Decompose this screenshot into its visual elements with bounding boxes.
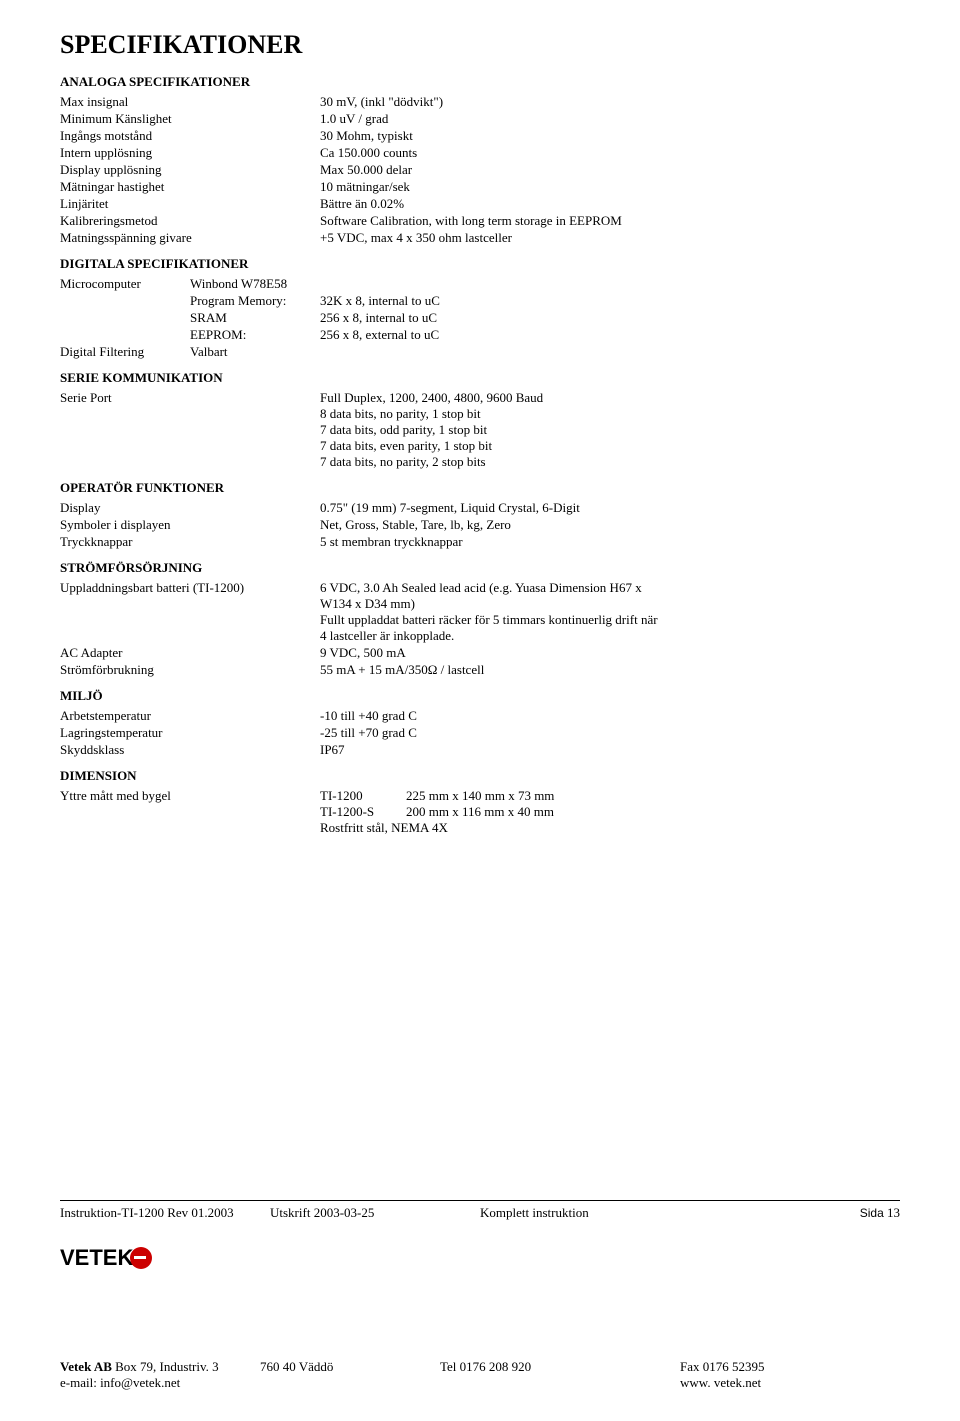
spec-value: Full Duplex, 1200, 2400, 4800, 9600 Baud: [320, 390, 900, 406]
spec-label: Tryckknappar: [60, 534, 320, 550]
company-web: www. vetek.net: [680, 1375, 900, 1391]
spec-value: Fullt uppladdat batteri räcker för 5 tim…: [320, 612, 900, 628]
logo-icon: [130, 1247, 152, 1269]
section-power: STRÖMFÖRSÖRJNING: [60, 560, 900, 576]
spec-value: Winbond W78E58: [190, 276, 287, 292]
spec-label: Intern upplösning: [60, 145, 320, 161]
spec-label: Skyddsklass: [60, 742, 320, 758]
spec-label: Lagringstemperatur: [60, 725, 320, 741]
company-email: e-mail: info@vetek.net: [60, 1375, 260, 1391]
spec-value: 9 VDC, 500 mA: [320, 645, 900, 661]
spec-value: W134 x D34 mm): [320, 596, 900, 612]
spec-value: 4 lastceller är inkopplade.: [320, 628, 900, 644]
spec-value: -10 till +40 grad C: [320, 708, 900, 724]
spec-value: 7 data bits, even parity, 1 stop bit: [320, 438, 900, 454]
logo: VETEK: [60, 1245, 900, 1271]
spec-label: Display: [60, 500, 320, 516]
spec-value: 256 x 8, external to uC: [320, 327, 439, 343]
spec-value: 10 mätningar/sek: [320, 179, 900, 195]
spec-label: Minimum Känslighet: [60, 111, 320, 127]
spec-label: Strömförbrukning: [60, 662, 320, 678]
spec-value: +5 VDC, max 4 x 350 ohm lastceller: [320, 230, 900, 246]
spec-label: Yttre mått med bygel: [60, 788, 320, 836]
spec-value: 256 x 8, internal to uC: [320, 310, 437, 326]
spec-value: IP67: [320, 742, 900, 758]
spec-label: Mätningar hastighet: [60, 179, 320, 195]
company-name: Vetek AB: [60, 1359, 112, 1374]
spec-value: 0.75" (19 mm) 7-segment, Liquid Crystal,…: [320, 500, 900, 516]
spec-value: 55 mA + 15 mA/350Ω / lastcell: [320, 662, 900, 678]
spec-label: Uppladdningsbart batteri (TI-1200): [60, 580, 320, 644]
spec-value: 30 mV, (inkl "dödvikt"): [320, 94, 900, 110]
section-analog: ANALOGA SPECIFIKATIONER: [60, 74, 900, 90]
spec-label: Symboler i displayen: [60, 517, 320, 533]
footer-side: Sida: [860, 1206, 884, 1220]
spec-label: Linjäritet: [60, 196, 320, 212]
spec-value: 5 st membran tryckknappar: [320, 534, 900, 550]
spec-label: Kalibreringsmetod: [60, 213, 320, 229]
section-operator: OPERATÖR FUNKTIONER: [60, 480, 900, 496]
spec-label: Digital Filtering: [60, 344, 190, 360]
dim-model: TI-1200-S: [320, 804, 406, 820]
spec-label: Serie Port: [60, 390, 320, 470]
dim-size: 200 mm x 116 mm x 40 mm: [406, 804, 554, 820]
spec-value: Max 50.000 delar: [320, 162, 900, 178]
spec-sublabel: Program Memory:: [190, 293, 320, 309]
spec-sublabel: EEPROM:: [190, 327, 320, 343]
spec-value: -25 till +70 grad C: [320, 725, 900, 741]
spec-value: Ca 150.000 counts: [320, 145, 900, 161]
spec-value: 32K x 8, internal to uC: [320, 293, 440, 309]
spec-label: Ingångs motstånd: [60, 128, 320, 144]
spec-label: Arbetstemperatur: [60, 708, 320, 724]
page-title: SPECIFIKATIONER: [60, 30, 900, 60]
spec-value: 1.0 uV / grad: [320, 111, 900, 127]
spec-label: AC Adapter: [60, 645, 320, 661]
footer-print: Utskrift 2003-03-25: [270, 1205, 480, 1221]
spec-value: Software Calibration, with long term sto…: [320, 213, 900, 229]
page-footer: Instruktion-TI-1200 Rev 01.2003 Utskrift…: [60, 1192, 900, 1271]
spec-value: Bättre än 0.02%: [320, 196, 900, 212]
spec-value: 7 data bits, no parity, 2 stop bits: [320, 454, 900, 470]
company-fax: Fax 0176 52395: [680, 1359, 900, 1375]
dim-size: 225 mm x 140 mm x 73 mm: [406, 788, 554, 804]
footer-desc: Komplett instruktion: [480, 1205, 690, 1221]
spec-label: Max insignal: [60, 94, 320, 110]
analog-rows: Max insignal30 mV, (inkl "dödvikt") Mini…: [60, 94, 900, 246]
spec-label: Microcomputer: [60, 276, 190, 292]
spec-value: 30 Mohm, typiskt: [320, 128, 900, 144]
spec-value: 6 VDC, 3.0 Ah Sealed lead acid (e.g. Yua…: [320, 580, 900, 596]
contact-footer: Vetek AB Box 79, Industriv. 3 760 40 Väd…: [60, 1359, 900, 1391]
company-address: Box 79, Industriv. 3: [115, 1359, 219, 1374]
spec-label: Matningsspänning givare: [60, 230, 320, 246]
spec-label: Display upplösning: [60, 162, 320, 178]
company-tel: Tel 0176 208 920: [440, 1359, 680, 1375]
logo-text: VETEK: [60, 1245, 133, 1271]
footer-doc: Instruktion-TI-1200 Rev 01.2003: [60, 1205, 270, 1221]
section-dim: DIMENSION: [60, 768, 900, 784]
section-env: MILJÖ: [60, 688, 900, 704]
footer-page: 13: [887, 1205, 900, 1220]
spec-value: 7 data bits, odd parity, 1 stop bit: [320, 422, 900, 438]
dim-model: TI-1200: [320, 788, 406, 804]
section-serie: SERIE KOMMUNIKATION: [60, 370, 900, 386]
spec-value: Net, Gross, Stable, Tare, lb, kg, Zero: [320, 517, 900, 533]
company-zip: 760 40 Väddö: [260, 1359, 440, 1375]
section-digital: DIGITALA SPECIFIKATIONER: [60, 256, 900, 272]
spec-value: Valbart: [190, 344, 228, 360]
spec-value: 8 data bits, no parity, 1 stop bit: [320, 406, 900, 422]
spec-sublabel: SRAM: [190, 310, 320, 326]
dim-note: Rostfritt stål, NEMA 4X: [320, 820, 900, 836]
